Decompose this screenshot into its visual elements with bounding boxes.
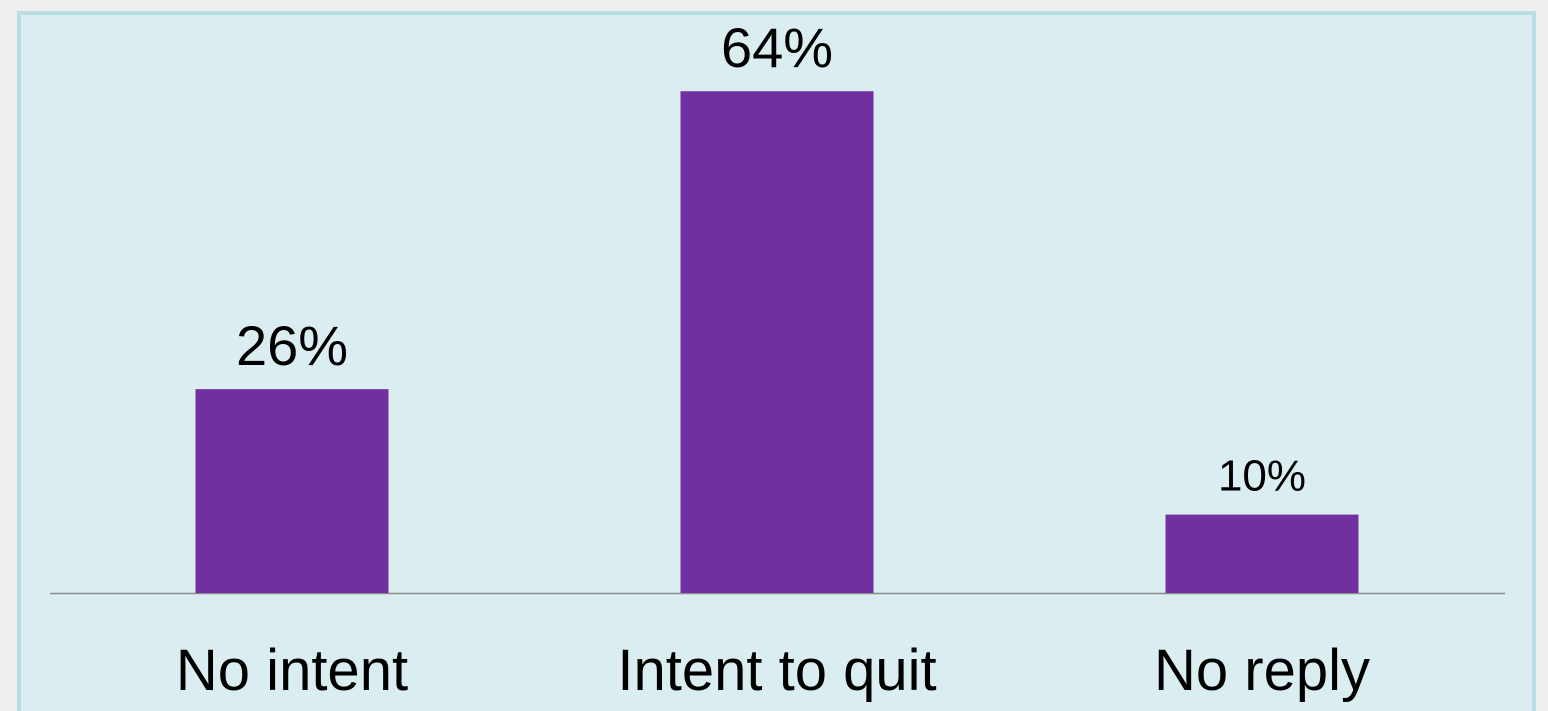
data-label: 64%: [721, 16, 833, 79]
bar: [195, 389, 389, 593]
data-label: 10%: [1218, 452, 1306, 501]
bar: [1165, 514, 1359, 593]
x-tick-label: No intent: [176, 638, 408, 703]
x-tick-label: Intent to quit: [617, 638, 936, 703]
x-tick-label: No reply: [1154, 638, 1370, 703]
bar: [680, 91, 874, 594]
data-label: 26%: [236, 314, 348, 377]
